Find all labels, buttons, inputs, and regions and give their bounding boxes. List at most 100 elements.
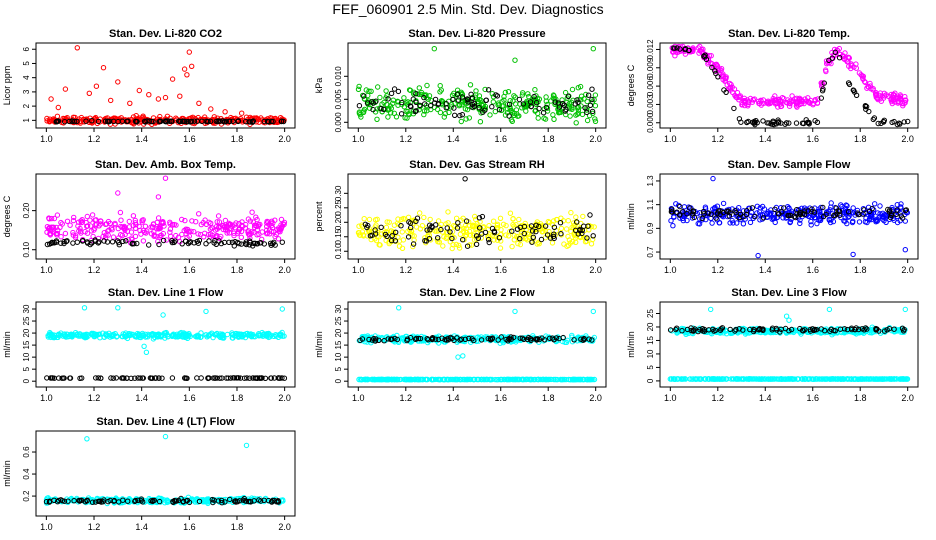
outlier-point [93, 83, 100, 89]
data-point [772, 93, 778, 99]
data-point [235, 118, 241, 124]
data-point [507, 98, 513, 104]
data-point [243, 118, 249, 125]
data-point [483, 97, 489, 104]
y-tick-label: 0.10 [334, 243, 343, 259]
data-point [848, 61, 854, 67]
x-tick-label: 1.8 [542, 134, 555, 144]
x-tick-label: 1.0 [664, 265, 677, 275]
data-point [476, 215, 483, 221]
data-point [873, 94, 879, 100]
x-tick-label: 2.0 [278, 134, 291, 144]
panel-title: Stan. Dev. Li-820 Temp. [728, 28, 850, 40]
panel-title: Stan. Dev. Sample Flow [728, 159, 851, 171]
data-point [421, 214, 427, 221]
data-point [562, 108, 568, 114]
data-point [482, 86, 488, 93]
data-point [792, 96, 798, 102]
data-point [78, 228, 84, 234]
data-point [905, 118, 911, 125]
data-point [516, 96, 523, 103]
data-point [176, 118, 183, 125]
outlier-point [177, 93, 183, 99]
data-point [384, 93, 390, 99]
data-point [435, 218, 442, 224]
y-tick-label: 0.15 [334, 228, 343, 244]
data-point [356, 230, 362, 236]
data-point [399, 99, 405, 106]
data-point [459, 102, 465, 108]
data-point [533, 99, 540, 106]
data-point [589, 96, 595, 103]
data-point [814, 100, 821, 106]
data-point [872, 201, 878, 207]
data-point [760, 97, 767, 103]
data-point [374, 116, 380, 123]
data-point [747, 219, 754, 226]
data-point [507, 104, 513, 110]
data-point [718, 66, 725, 72]
data-point [79, 219, 86, 225]
data-point [255, 222, 262, 228]
data-point [474, 225, 480, 232]
data-point [789, 93, 795, 99]
outlier-point [169, 76, 176, 82]
data-point [281, 219, 288, 226]
data-point [67, 222, 73, 228]
data-point [216, 224, 222, 230]
data-point [477, 119, 484, 125]
outlier-point [100, 65, 107, 71]
data-point [449, 235, 455, 242]
data-point [844, 58, 850, 65]
data-point [71, 118, 78, 125]
data-point [492, 108, 498, 115]
data-point [59, 221, 65, 227]
data-point [476, 93, 483, 99]
data-point [172, 238, 178, 244]
outlier-point [155, 194, 162, 200]
data-point [558, 231, 564, 237]
data-point [808, 97, 814, 104]
data-point [536, 223, 542, 230]
panel-title: Stan. Dev. Gas Stream RH [409, 159, 545, 171]
y-tick-label: 2 [22, 103, 31, 108]
outlier-point [708, 306, 714, 313]
data-point [383, 88, 389, 94]
data-point [47, 118, 53, 124]
outlier-point [196, 100, 202, 107]
x-tick-label: 1.8 [854, 265, 867, 275]
data-point [464, 243, 471, 249]
data-point [563, 226, 570, 232]
data-point [721, 87, 727, 93]
data-point [542, 223, 549, 229]
y-tick-label: 0.006 [646, 76, 655, 97]
data-point [137, 227, 143, 234]
x-tick-label: 1.2 [88, 265, 101, 275]
data-point [674, 45, 680, 51]
data-point [668, 218, 674, 224]
data-point [898, 201, 904, 207]
plot-frame [35, 173, 296, 260]
data-point [486, 223, 492, 229]
data-point [388, 90, 395, 97]
data-point [519, 236, 525, 242]
data-point [713, 61, 719, 68]
data-point [877, 203, 883, 209]
data-point [856, 219, 863, 225]
data-point [808, 222, 814, 228]
data-point [64, 218, 71, 225]
outlier-point [155, 96, 162, 102]
data-point [113, 375, 120, 381]
x-tick-label: 1.8 [231, 522, 244, 532]
y-axis-label: degrees C [2, 195, 12, 237]
data-point [222, 217, 229, 224]
data-point [428, 103, 434, 109]
data-point [565, 218, 571, 224]
data-point [851, 89, 858, 95]
data-point [179, 241, 185, 247]
data-point [248, 230, 254, 237]
data-point [421, 94, 427, 101]
data-point [531, 93, 537, 100]
data-point [384, 233, 390, 240]
data-point [507, 228, 513, 235]
